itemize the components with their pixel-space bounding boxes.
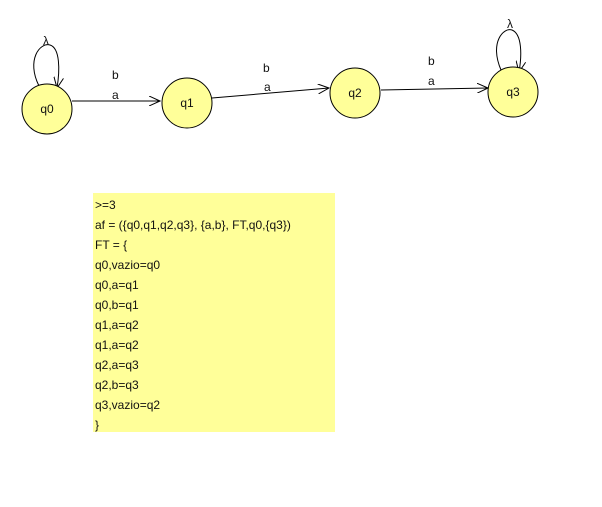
note-line: FT = { [95, 238, 128, 252]
note-line: } [95, 418, 100, 432]
state-q0-label: q0 [40, 102, 54, 116]
note-line: q1,a=q2 [95, 318, 139, 332]
note-line: q0,b=q1 [95, 298, 139, 312]
transition-q2-q3-label-2: a [428, 74, 435, 88]
note-line: >=3 [95, 198, 116, 212]
note-line: q2,b=q3 [95, 378, 139, 392]
transition-q1-q2[interactable] [211, 88, 329, 99]
state-q3-label: q3 [506, 85, 520, 99]
note-line: q3,vazio=q2 [95, 398, 161, 412]
note-line: af = ({q0,q1,q2,q3}, {a,b}, FT,q0,{q3}) [95, 218, 291, 232]
transition-q3-q3[interactable] [496, 29, 521, 72]
note-line: q2,a=q3 [95, 358, 139, 372]
state-q3[interactable]: q3 [487, 66, 539, 118]
transition-q3-q3-label-1: λ [507, 17, 513, 31]
note-line: q0,a=q1 [95, 278, 139, 292]
transition-q0-q1-label-2: a [112, 88, 119, 102]
transition-q0-q1-label-1: b [112, 68, 119, 82]
transition-q1-q2-label-1: b [263, 61, 270, 75]
transition-q2-q3-label-1: b [428, 54, 435, 68]
transition-q1-q2-label-2: a [264, 80, 271, 94]
state-q1-label: q1 [180, 96, 194, 110]
note-line: q0,vazio=q0 [95, 258, 161, 272]
state-q0[interactable]: q0 [21, 83, 73, 135]
transition-q0-q0[interactable] [33, 44, 59, 88]
automaton-definition-note: >=3 af = ({q0,q1,q2,q3}, {a,b}, FT,q0,{q… [93, 193, 335, 432]
state-q2[interactable]: q2 [329, 67, 381, 119]
note-line: q1,a=q2 [95, 338, 139, 352]
state-q1[interactable]: q1 [161, 77, 213, 129]
transition-q0-q0-label-1: λ [43, 34, 49, 48]
state-q2-label: q2 [348, 86, 362, 100]
transition-q2-q3[interactable] [380, 88, 488, 90]
